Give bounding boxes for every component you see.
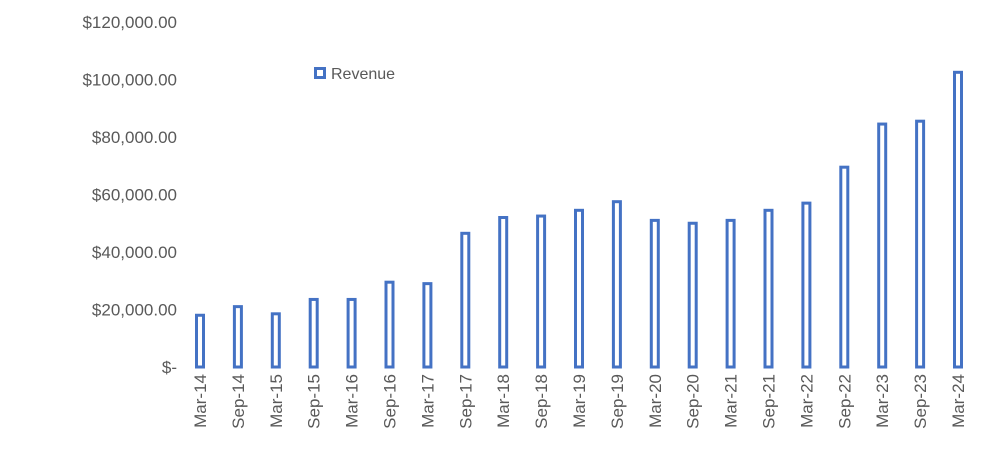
y-tick-label: $20,000.00 [92,301,177,320]
y-tick-label: $40,000.00 [92,243,177,262]
bar-mar-21 [725,218,736,369]
bar-mar-22 [801,201,812,369]
x-tick-label: Sep-15 [305,374,324,429]
x-tick-label: Mar-23 [873,374,892,428]
x-tick-label: Mar-17 [418,374,437,428]
legend-label-revenue: Revenue [331,66,395,83]
x-tick-label: Mar-21 [722,374,741,428]
y-tick-label: $- [162,358,177,377]
bar-mar-18 [498,216,509,369]
bar-mar-20 [649,218,660,369]
x-tick-label: Mar-18 [494,374,513,428]
x-tick-label: Sep-21 [760,374,779,429]
legend-swatch-revenue [314,67,326,79]
x-axis: Mar-14 Sep-14 Mar-15 Sep-15 Mar-16 Sep-16 Mar-… [191,374,968,429]
bar-mar-14 [195,313,205,369]
x-tick-label: Mar-15 [267,374,286,428]
x-tick-label: Mar-16 [343,374,362,428]
bar-sep-17 [460,231,471,369]
x-tick-label: Sep-22 [835,374,854,429]
bars-group [195,70,963,369]
y-tick-label: $60,000.00 [92,186,177,205]
bar-mar-24 [953,70,963,369]
x-tick-label: Mar-19 [570,374,589,428]
bar-sep-23 [915,119,926,369]
legend: Revenue [314,66,395,83]
bar-mar-15 [270,312,281,369]
x-tick-label: Sep-16 [381,374,400,429]
x-tick-label: Mar-22 [797,374,816,428]
bar-mar-19 [574,208,584,369]
bar-sep-18 [536,214,547,369]
x-tick-label: Mar-20 [646,374,665,428]
bar-mar-23 [877,122,888,369]
bar-mar-16 [346,297,357,369]
bar-sep-20 [687,221,698,369]
bar-sep-15 [308,297,319,369]
x-tick-label: Mar-24 [949,374,968,428]
x-tick-label: Sep-14 [229,374,248,429]
bar-sep-21 [763,208,774,369]
bar-sep-16 [384,280,395,369]
bar-sep-14 [232,305,243,369]
x-tick-label: Sep-19 [608,374,627,429]
y-axis: $- $20,000.00 $40,000.00 $60,000.00 $80,000.… [82,13,177,377]
x-tick-label: Sep-20 [684,374,703,429]
y-tick-label: $80,000.00 [92,128,177,147]
bar-mar-17 [422,282,433,369]
x-tick-label: Sep-18 [532,374,551,429]
y-tick-label: $100,000.00 [82,71,177,90]
bar-sep-19 [611,200,622,369]
bar-sep-22 [839,165,850,369]
x-tick-label: Mar-14 [191,374,210,428]
x-tick-label: Sep-17 [456,374,475,429]
x-tick-label: Sep-23 [911,374,930,429]
y-tick-label: $120,000.00 [82,13,177,32]
